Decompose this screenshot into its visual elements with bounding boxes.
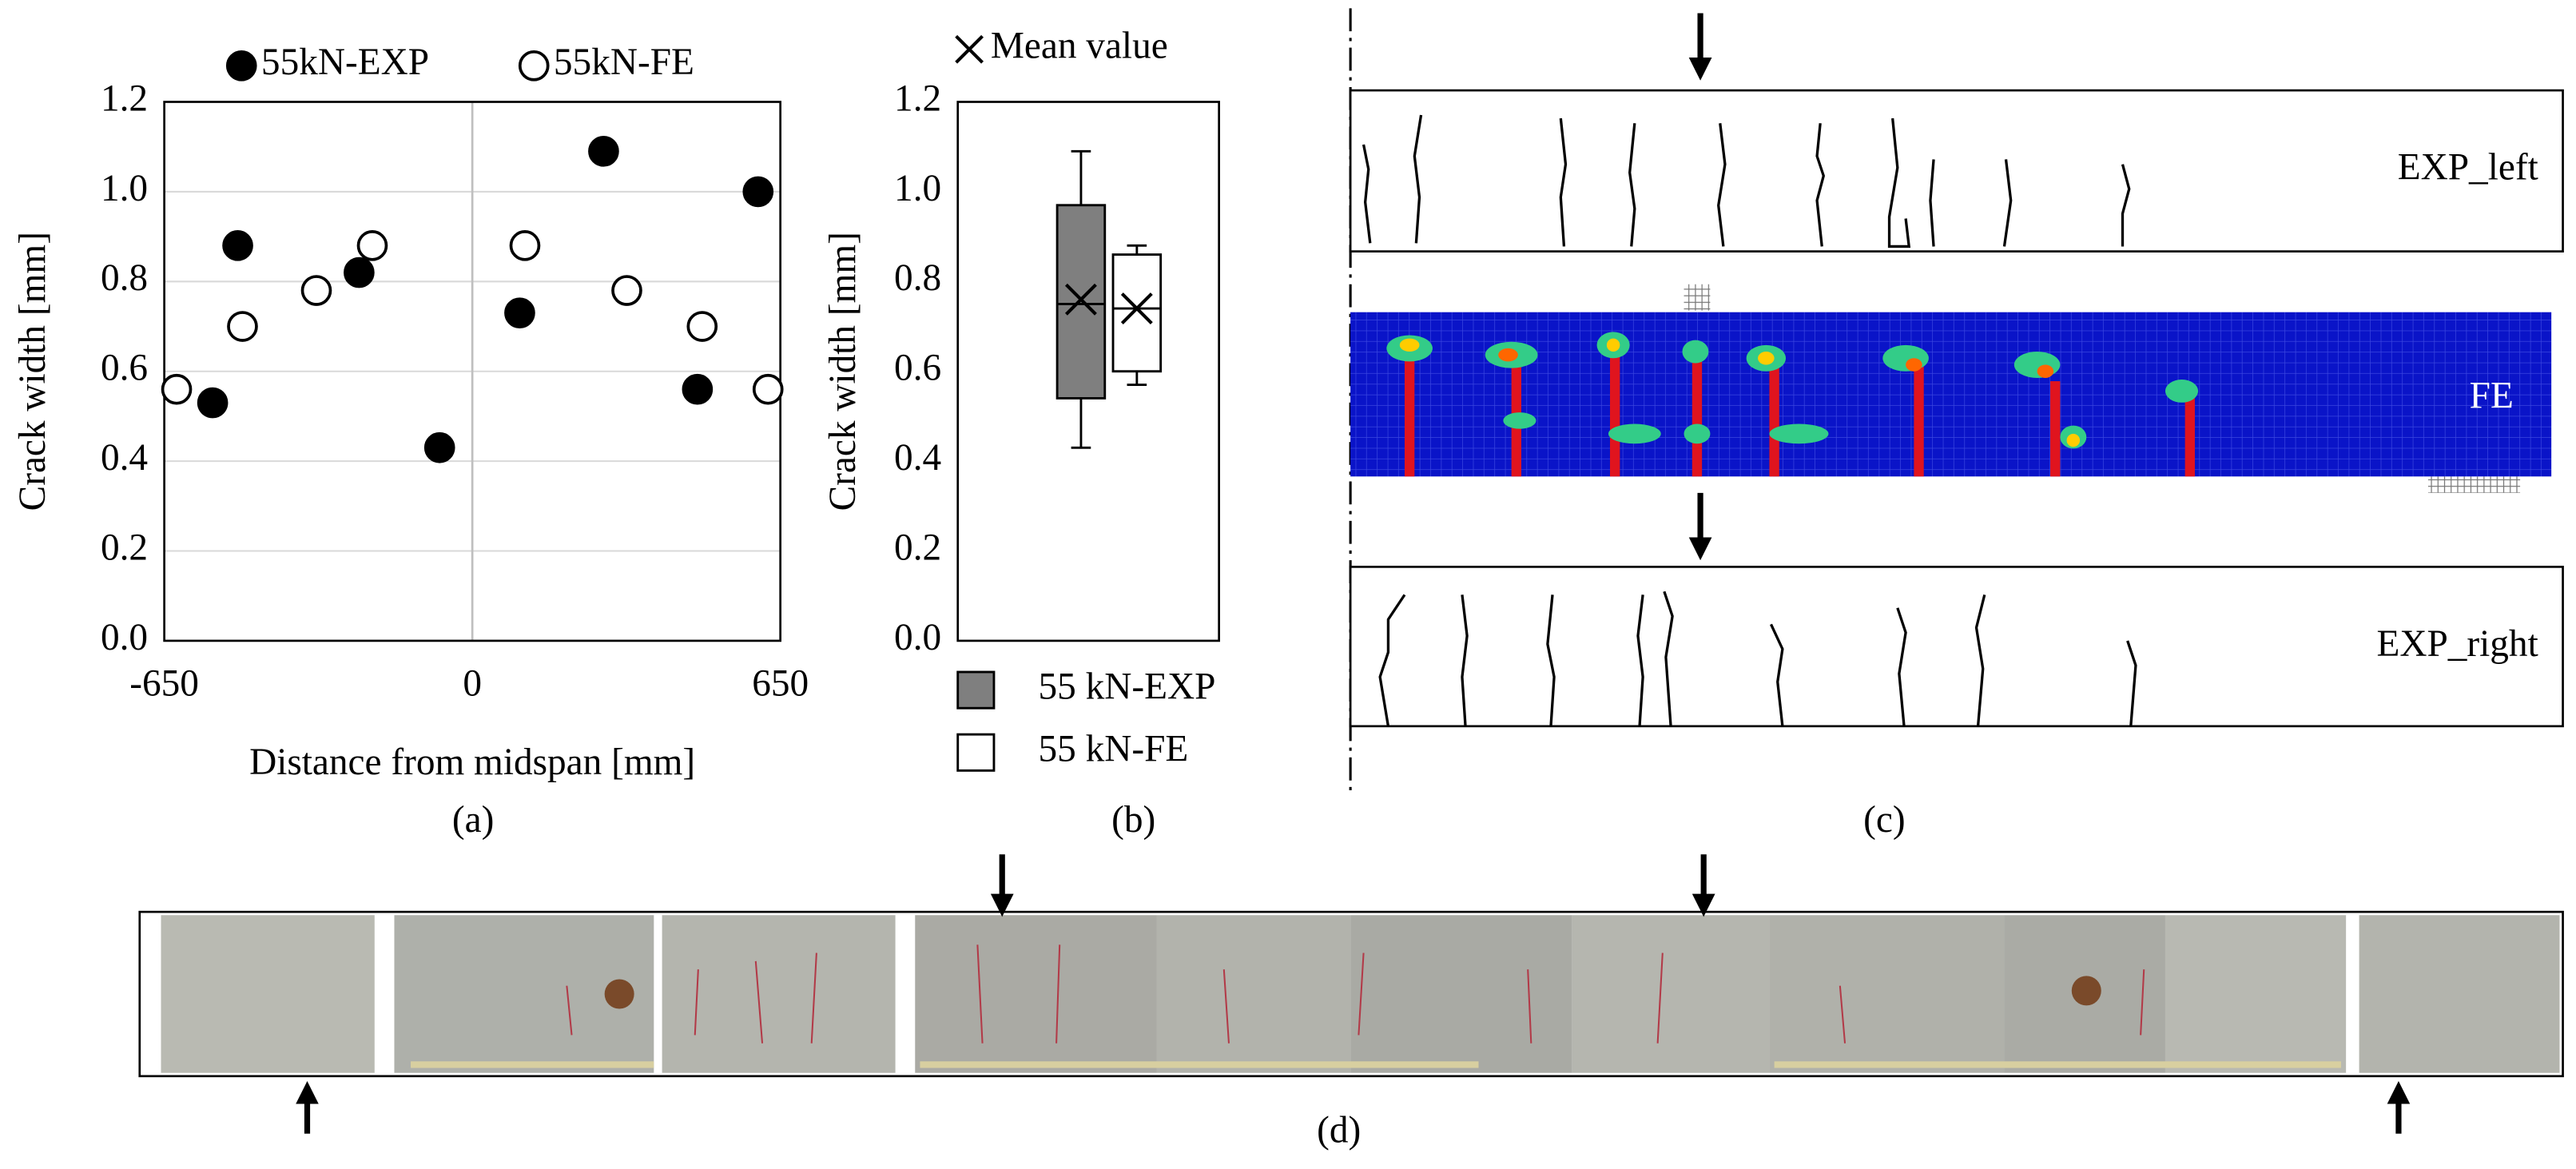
x-tick-label: 0 (463, 662, 482, 704)
legend-mean-marker (955, 34, 984, 64)
point (752, 373, 784, 405)
point (161, 373, 193, 405)
mesh-plate (1684, 284, 1711, 311)
mean-marker (1120, 292, 1153, 324)
box (1111, 253, 1163, 373)
y-tick-label: 1.2 (894, 78, 941, 119)
y-tick-label: 1.2 (101, 78, 148, 119)
plot-frame (163, 101, 781, 642)
y-tick-label: 0.8 (894, 257, 941, 299)
plot-frame (956, 101, 1220, 642)
y-tick-label: 0.4 (894, 437, 941, 479)
y-axis-label: Crack width [mm] (12, 232, 54, 511)
y-tick-label: 0.2 (101, 527, 148, 568)
point (509, 230, 541, 261)
x-tick-label: -650 (129, 662, 199, 704)
fe-mesh (1350, 312, 2552, 477)
legend-label: Mean value (991, 26, 1168, 67)
caption: (a) (452, 799, 494, 841)
y-tick-label: 0.2 (894, 527, 941, 568)
point (742, 176, 774, 208)
y-tick-label: 0.0 (101, 617, 148, 658)
legend-label: 55kN-FE (554, 42, 694, 83)
exp-left-cracks (1362, 114, 2131, 249)
legend-label: 55 kN-FE (1038, 729, 1188, 770)
point (356, 230, 388, 261)
y-tick-label: 1.0 (101, 168, 148, 209)
exp-right-cracks (1378, 590, 2137, 727)
point (504, 297, 535, 328)
y-tick-label: 1.0 (894, 168, 941, 209)
y-axis-label: Crack width [mm] (822, 232, 864, 511)
point (611, 275, 642, 306)
label-exp-left: EXP_left (2398, 147, 2538, 189)
mean-marker (1064, 283, 1097, 316)
panel-c: EXP_left FE EXP_right (c) (1349, 8, 2564, 841)
y-tick-label: 0.4 (101, 437, 148, 479)
point (227, 311, 258, 342)
photo (161, 915, 2560, 1073)
legend-swatch (956, 733, 996, 772)
exp-left-box (1349, 89, 2564, 252)
point (423, 431, 455, 463)
y-tick-label: 0.8 (101, 257, 148, 299)
panel-d: (d) (138, 854, 2564, 1151)
x-axis-label: Distance from midspan [mm] (249, 742, 695, 783)
x-tick-label: 650 (752, 662, 809, 704)
legend-label: 55 kN-EXP (1038, 666, 1215, 707)
point (588, 136, 619, 167)
y-tick-label: 0.6 (894, 348, 941, 389)
point (682, 373, 714, 405)
label-fe: FE (2470, 376, 2514, 417)
caption: (c) (1863, 799, 1905, 841)
legend-label: 55kN-EXP (261, 42, 429, 83)
point (222, 230, 253, 261)
legend-swatch (956, 670, 996, 710)
point (197, 387, 229, 419)
caption: (d) (1317, 1110, 1361, 1151)
support-arrows (296, 854, 2411, 1134)
legend-marker (518, 50, 550, 82)
fe-damage (1386, 332, 2199, 449)
y-tick-label: 0.0 (894, 617, 941, 658)
legend-marker (225, 50, 257, 82)
point (686, 311, 718, 342)
caption: (b) (1111, 799, 1155, 841)
label-exp-right: EXP_right (2376, 623, 2538, 665)
y-tick-label: 0.6 (101, 348, 148, 389)
point (344, 256, 375, 288)
fe-cracks (1404, 348, 2195, 477)
point (300, 275, 332, 306)
mesh-plate (2427, 476, 2521, 493)
